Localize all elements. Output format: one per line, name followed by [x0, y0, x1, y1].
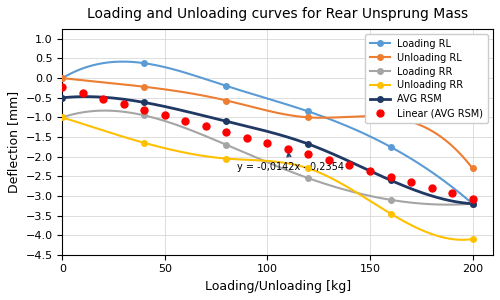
Y-axis label: Deflection [mm]: Deflection [mm]: [7, 91, 20, 193]
Title: Loading and Unloading curves for Rear Unsprung Mass: Loading and Unloading curves for Rear Un…: [87, 7, 469, 21]
Text: y = -0,0142x - 0,2354: y = -0,0142x - 0,2354: [236, 153, 344, 172]
Legend: Loading RL, Unloading RL, Loading RR, Unloading RR, AVG RSM, Linear (AVG RSM): Loading RL, Unloading RL, Loading RR, Un…: [366, 34, 488, 123]
X-axis label: Loading/Unloading [kg]: Loading/Unloading [kg]: [204, 280, 351, 293]
